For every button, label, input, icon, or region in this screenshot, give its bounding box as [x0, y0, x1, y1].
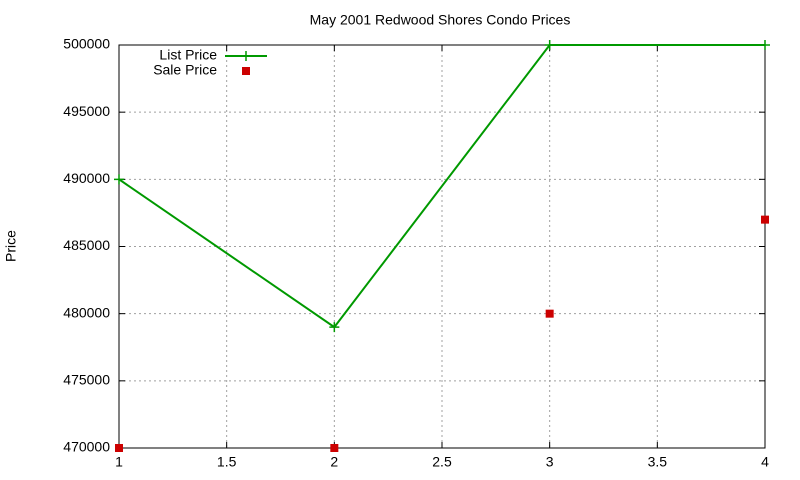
x-tick-label: 2	[330, 454, 338, 470]
plot-border	[118, 44, 766, 449]
legend-swatch	[242, 67, 250, 75]
point-marker	[329, 322, 340, 333]
point-marker	[760, 40, 770, 50]
x-tick-label: 4	[761, 454, 769, 470]
y-tick-label: 480000	[63, 304, 110, 320]
legend-swatch	[241, 51, 251, 61]
x-tick-label: 2.5	[432, 454, 452, 470]
series-line	[118, 44, 765, 329]
point-marker	[114, 174, 124, 185]
y-tick-label: 470000	[63, 439, 110, 455]
y-tick-label: 495000	[63, 103, 110, 119]
y-tick-label: 475000	[63, 372, 110, 388]
chart-title: May 2001 Redwood Shores Condo Prices	[310, 12, 571, 28]
y-axis-label: Price	[3, 230, 19, 262]
point-marker	[544, 40, 555, 50]
point-marker	[761, 215, 769, 224]
legend-label: Sale Price	[153, 62, 217, 78]
point-marker	[330, 444, 339, 452]
x-tick-label: 3	[546, 454, 554, 470]
x-tick-label: 3.5	[648, 454, 668, 470]
y-tick-label: 485000	[63, 237, 110, 253]
legend-label: List Price	[159, 47, 217, 63]
x-tick-label: 1	[115, 454, 123, 470]
y-tick-label: 490000	[63, 170, 110, 186]
y-tick-label: 500000	[63, 36, 110, 52]
point-marker	[545, 309, 554, 318]
point-marker	[115, 444, 123, 452]
x-tick-label: 1.5	[217, 454, 237, 470]
